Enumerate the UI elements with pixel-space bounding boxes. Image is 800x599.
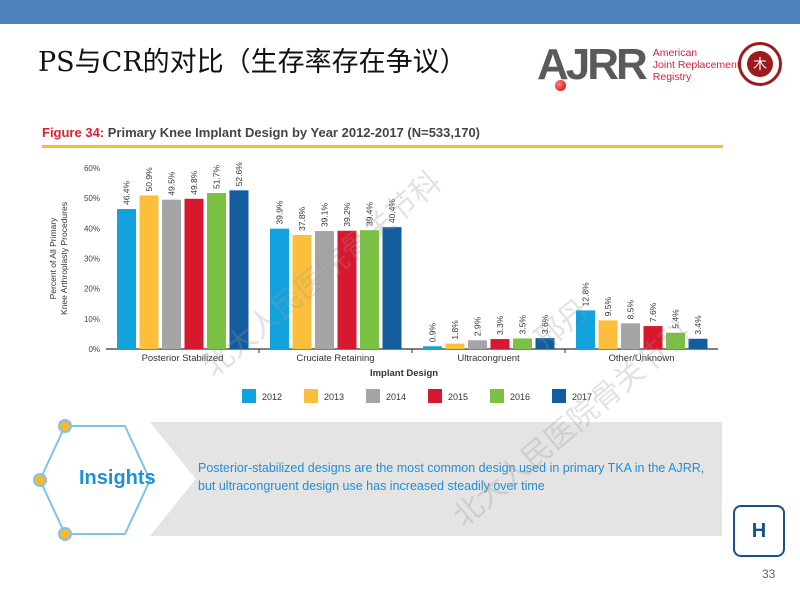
data-label: 50.9% bbox=[144, 167, 154, 192]
legend-label: 2012 bbox=[262, 392, 282, 402]
bar-chart: 0% 10% 20% 30% 40% 50% 60% Posterior Stabilized… bbox=[48, 162, 718, 403]
ajrr-mark: AJRR bbox=[537, 40, 648, 89]
ajrr-logo: AJRR American Joint Replacement Registry bbox=[537, 40, 740, 91]
data-label: 12.8% bbox=[581, 282, 591, 307]
header-bar bbox=[0, 0, 800, 24]
bar-2014 bbox=[162, 199, 181, 349]
data-label: 39.2% bbox=[342, 202, 352, 227]
bar-2017 bbox=[382, 227, 402, 349]
y-tick-label: 0% bbox=[88, 345, 100, 354]
legend-label: 2013 bbox=[324, 392, 344, 402]
legend-swatch-2015 bbox=[428, 389, 442, 403]
x-axis-title: Implant Design bbox=[370, 368, 438, 379]
y-tick-label: 60% bbox=[84, 164, 100, 173]
data-label: 9.5% bbox=[603, 297, 613, 317]
bar-2013 bbox=[139, 195, 159, 349]
page-number: 33 bbox=[762, 567, 776, 581]
bar-2013 bbox=[292, 234, 312, 349]
data-label: 49.8% bbox=[189, 170, 199, 195]
y-axis-title: Percent of All Primary bbox=[48, 217, 58, 299]
bar-2016 bbox=[666, 332, 685, 349]
data-label: 5.4% bbox=[671, 309, 681, 329]
bar-2016 bbox=[207, 193, 226, 349]
bar-2012 bbox=[423, 346, 442, 349]
bar-2017 bbox=[229, 190, 249, 349]
y-tick-label: 50% bbox=[84, 194, 100, 203]
legend-swatch-2016 bbox=[490, 389, 504, 403]
figure-title-text: Primary Knee Implant Design by Year 2012… bbox=[107, 125, 481, 140]
y-tick-label: 20% bbox=[84, 285, 100, 294]
data-label: 39.9% bbox=[275, 200, 285, 225]
data-label: 46.4% bbox=[122, 180, 132, 205]
bar-2014 bbox=[315, 231, 334, 349]
data-label: 7.6% bbox=[648, 302, 658, 322]
bar-2012 bbox=[270, 228, 289, 349]
data-label: 52.6% bbox=[234, 162, 244, 187]
slide-title: PS与CR的对比（生存率存在争议） bbox=[38, 47, 467, 78]
data-label: 2.9% bbox=[473, 316, 483, 336]
bar-2012 bbox=[576, 310, 595, 349]
legend-swatch-2013 bbox=[304, 389, 318, 403]
figure-label: Figure 34: bbox=[42, 125, 105, 140]
figure-rule bbox=[42, 145, 723, 148]
ajrr-name-line: Joint Replacement bbox=[652, 59, 740, 71]
data-label: 3.5% bbox=[518, 315, 528, 335]
insight-text: Posterior-stabilized designs are the mos… bbox=[198, 461, 705, 493]
legend-label: 2014 bbox=[386, 392, 406, 402]
bar-2015 bbox=[337, 230, 357, 349]
data-label: 3.3% bbox=[495, 315, 505, 335]
bar-2013 bbox=[445, 343, 465, 349]
bar-2014 bbox=[468, 340, 487, 349]
insights-label: Insights bbox=[79, 467, 156, 489]
legend-label: 2017 bbox=[572, 392, 592, 402]
bar-2014 bbox=[621, 323, 640, 349]
data-label: 39.4% bbox=[365, 202, 375, 227]
data-label: 3.4% bbox=[693, 315, 703, 335]
data-label: 37.8% bbox=[297, 206, 307, 231]
ajrr-name-line: Registry bbox=[652, 71, 692, 83]
legend-swatch-2014 bbox=[366, 389, 380, 403]
data-label: 40.4% bbox=[387, 199, 397, 224]
insight-banner bbox=[150, 422, 722, 536]
legend-label: 2015 bbox=[448, 392, 468, 402]
pku-emblem-icon: ⽊ bbox=[747, 51, 773, 77]
data-label: 8.5% bbox=[626, 300, 636, 320]
legend-swatch-2012 bbox=[242, 389, 256, 403]
bar-2015 bbox=[490, 339, 510, 349]
bar-2015 bbox=[643, 326, 663, 349]
bar-2017 bbox=[688, 338, 708, 349]
ajrr-dot-icon bbox=[555, 80, 566, 91]
legend-swatch-2017 bbox=[552, 389, 566, 403]
y-tick-label: 30% bbox=[84, 255, 100, 264]
x-tick-label: Ultracongruent bbox=[457, 353, 520, 364]
data-label: 51.7% bbox=[212, 164, 222, 189]
data-label: 39.1% bbox=[320, 203, 330, 228]
legend-label: 2016 bbox=[510, 392, 530, 402]
bar-2012 bbox=[117, 209, 136, 349]
data-label: 3.6% bbox=[540, 314, 550, 334]
y-tick-label: 10% bbox=[84, 315, 100, 324]
data-label: 49.5% bbox=[167, 171, 177, 196]
y-tick-label: 40% bbox=[84, 224, 100, 233]
bar-2013 bbox=[598, 320, 618, 349]
ajrr-name-line: American bbox=[652, 47, 698, 59]
bar-2015 bbox=[184, 198, 204, 349]
x-tick-label: Other/Unknown bbox=[608, 353, 674, 364]
bar-2016 bbox=[360, 230, 379, 349]
figure-title: Figure 34: Primary Knee Implant Design b… bbox=[42, 125, 480, 140]
y-axis-title: Knee Arthroplasty Procedures bbox=[59, 202, 69, 315]
hospital-logo: H bbox=[733, 505, 785, 557]
x-tick-label: Posterior Stabilized bbox=[142, 353, 224, 364]
bar-2017 bbox=[535, 338, 555, 349]
x-tick-label: Cruciate Retaining bbox=[296, 353, 374, 364]
hexagon-icon bbox=[33, 419, 152, 541]
pku-seal-logo: ⽊ bbox=[738, 42, 782, 86]
bar-2016 bbox=[513, 338, 532, 349]
data-label: 1.8% bbox=[450, 320, 460, 340]
data-label: 0.9% bbox=[428, 322, 438, 342]
